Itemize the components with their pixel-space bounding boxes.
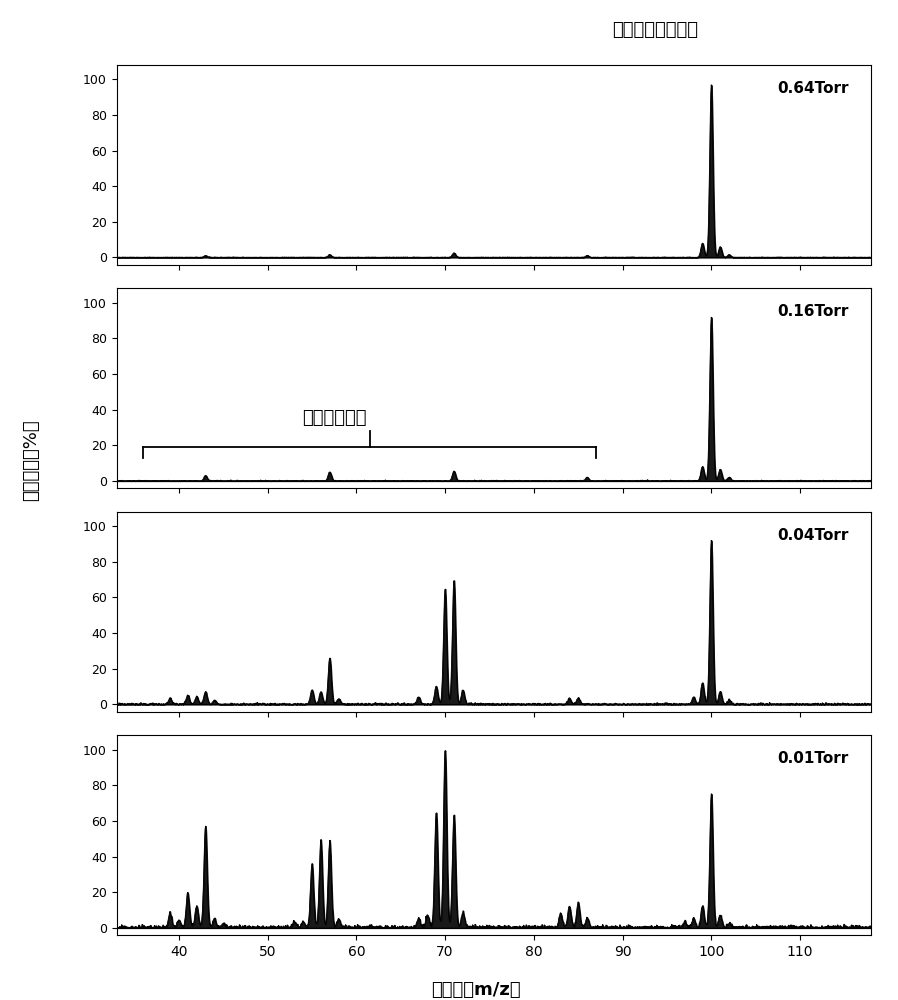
Text: 正庚烷碎片峰: 正庚烷碎片峰 [302, 409, 366, 427]
Text: 0.01Torr: 0.01Torr [777, 751, 849, 766]
Text: 质荷比（m/z）: 质荷比（m/z） [431, 981, 521, 999]
Text: 正庚烷分子离子峰: 正庚烷分子离子峰 [612, 21, 699, 39]
Text: 0.64Torr: 0.64Torr [777, 81, 849, 96]
Text: 相对强度（%）: 相对强度（%） [22, 419, 40, 501]
Text: 0.04Torr: 0.04Torr [777, 528, 849, 543]
Text: 0.16Torr: 0.16Torr [777, 304, 849, 319]
